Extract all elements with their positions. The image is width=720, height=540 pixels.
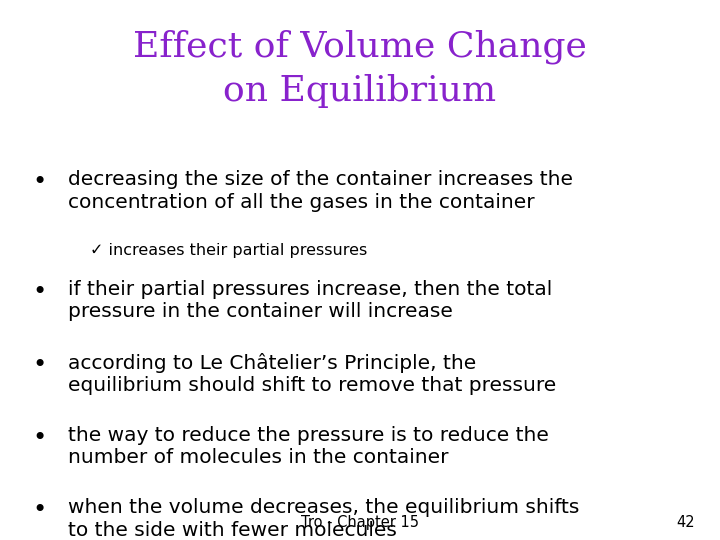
Text: ✓ increases their partial pressures: ✓ increases their partial pressures xyxy=(90,243,367,258)
Text: Tro - Chapter 15: Tro - Chapter 15 xyxy=(301,515,419,530)
Text: the way to reduce the pressure is to reduce the
number of molecules in the conta: the way to reduce the pressure is to red… xyxy=(68,426,549,467)
Text: if their partial pressures increase, then the total
pressure in the container wi: if their partial pressures increase, the… xyxy=(68,280,553,321)
Text: Effect of Volume Change
on Equilibrium: Effect of Volume Change on Equilibrium xyxy=(133,30,587,107)
Text: •: • xyxy=(32,353,47,376)
Text: •: • xyxy=(32,170,47,194)
Text: •: • xyxy=(32,280,47,303)
Text: •: • xyxy=(32,498,47,522)
Text: according to Le Châtelier’s Principle, the
equilibrium should shift to remove th: according to Le Châtelier’s Principle, t… xyxy=(68,353,557,395)
Text: 42: 42 xyxy=(676,515,695,530)
Text: decreasing the size of the container increases the
concentration of all the gase: decreasing the size of the container inc… xyxy=(68,170,573,212)
Text: when the volume decreases, the equilibrium shifts
to the side with fewer molecul: when the volume decreases, the equilibri… xyxy=(68,498,580,540)
Text: •: • xyxy=(32,426,47,449)
